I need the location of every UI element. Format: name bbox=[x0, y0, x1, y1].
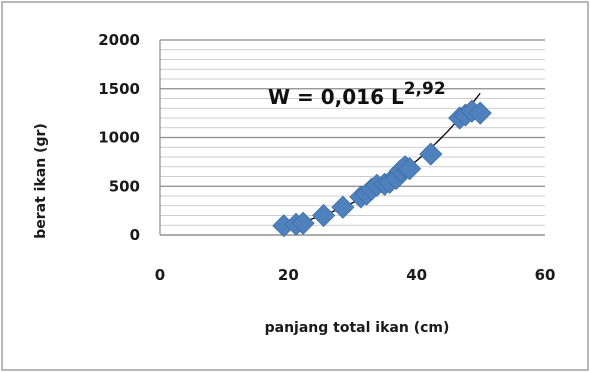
y-tick-label: 1500 bbox=[98, 80, 140, 98]
data-point bbox=[291, 211, 315, 235]
equation-main: W = 0,016 L bbox=[268, 85, 404, 109]
gridlines bbox=[159, 39, 545, 236]
data-point bbox=[331, 195, 355, 219]
trendline-equation: W = 0,016 L2,92 bbox=[268, 79, 446, 109]
y-tick-label: 1000 bbox=[98, 129, 140, 147]
data-point bbox=[468, 101, 492, 125]
equation-exponent: 2,92 bbox=[404, 79, 446, 99]
x-tick-label: 20 bbox=[278, 266, 299, 284]
x-tick-label: 0 bbox=[155, 266, 165, 284]
data-point bbox=[419, 142, 443, 166]
y-tick-label: 500 bbox=[109, 177, 140, 195]
x-tick-label: 60 bbox=[535, 266, 556, 284]
x-axis-label: panjang total ikan (cm) bbox=[265, 320, 450, 336]
x-tick-label: 40 bbox=[406, 266, 427, 284]
tick-labels: 0 500 1000 1500 2000 0 20 40 60 bbox=[98, 31, 555, 284]
data-point bbox=[398, 157, 422, 181]
y-tick-label: 0 bbox=[130, 226, 140, 244]
y-axis-label: berat ikan (gr) bbox=[33, 123, 49, 239]
data-point bbox=[312, 203, 336, 228]
y-tick-label: 2000 bbox=[98, 31, 140, 49]
data-points bbox=[272, 99, 492, 238]
